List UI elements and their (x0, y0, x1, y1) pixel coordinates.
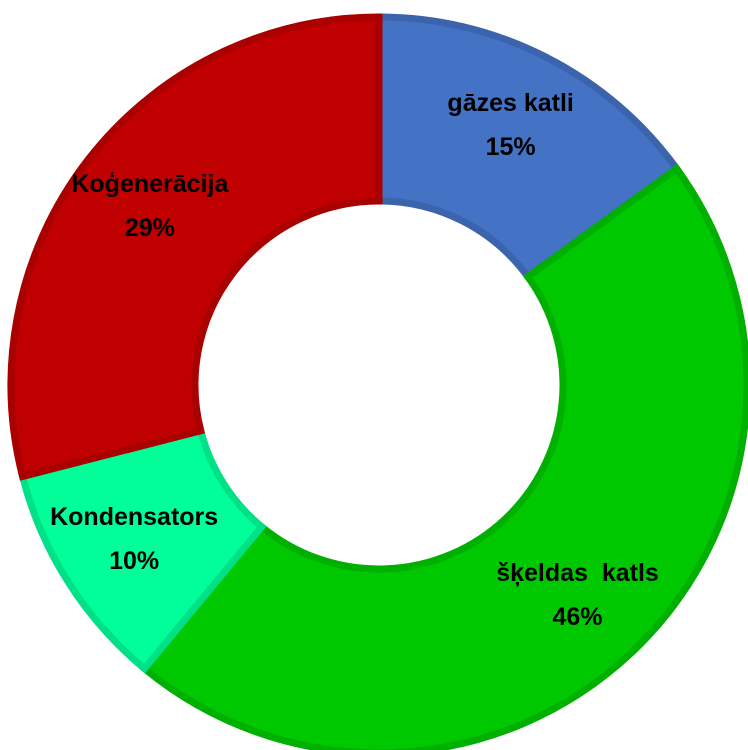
donut-slice (7, 13, 383, 481)
slice-value-label: 29% (125, 214, 175, 242)
slice-label: šķeldas katls (496, 559, 659, 587)
donut-slice (139, 163, 748, 750)
slice-label: gāzes katli (447, 89, 573, 117)
slice-label: Koģenerācija (71, 170, 229, 198)
slice-value-label: 10% (109, 547, 159, 575)
donut-slice (375, 13, 682, 282)
slice-value-label: 46% (552, 603, 602, 631)
slice-label: Kondensators (50, 503, 218, 531)
slice-value-label: 15% (486, 133, 536, 161)
